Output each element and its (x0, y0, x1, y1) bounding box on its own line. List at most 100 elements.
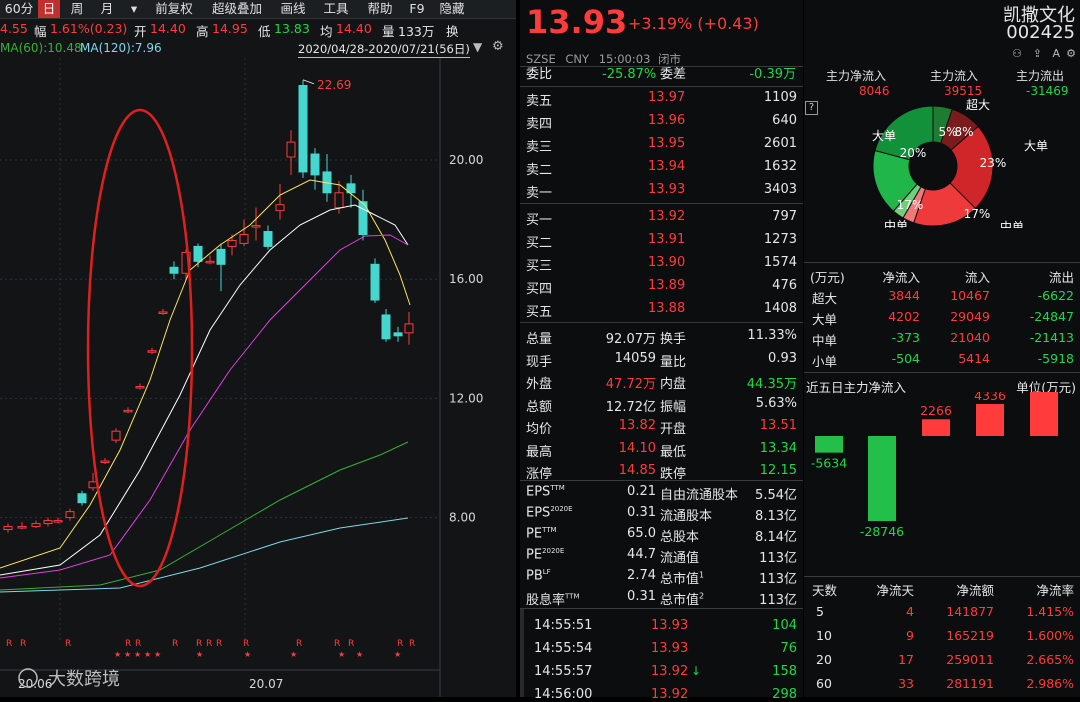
fund-label-text: 总股本 (660, 530, 700, 545)
fund-value: 44.7 (627, 547, 656, 562)
toolbar-item[interactable]: ▾ (130, 1, 138, 16)
share-icon[interactable]: ⇪ (1032, 47, 1042, 60)
candle-body (263, 231, 273, 247)
fund-label-text: PE (526, 526, 543, 542)
toolbar-item[interactable]: F9 (409, 1, 425, 16)
period-amount: 281191 (946, 676, 994, 691)
tick-scrollbar[interactable] (520, 609, 524, 697)
low-value: 13.83 (274, 21, 310, 36)
book-price: 13.97 (648, 90, 686, 105)
ma10-line (0, 179, 411, 569)
fund-label: 自由流通股本 (660, 484, 738, 503)
toolbar-item[interactable]: 隐藏 (439, 1, 465, 16)
tick-volume: 298 (772, 687, 797, 702)
period-table-header: 天数 (812, 583, 838, 598)
toolbar-item[interactable]: 帮助 (367, 1, 393, 16)
period-amount: 141877 (946, 604, 994, 619)
book-label: 卖三 (526, 140, 553, 155)
date-range[interactable]: 2020/04/28-2020/07/21(56日) (298, 42, 470, 58)
book-label: 买三 (526, 259, 553, 274)
toolbar-item[interactable]: 月 (100, 1, 114, 16)
book-label: 卖二 (526, 163, 553, 178)
gear-icon[interactable]: ⚙ (1066, 47, 1076, 60)
candle-body (65, 511, 75, 519)
toolbar-item[interactable]: 超级叠加 (211, 1, 262, 16)
r-marker: R (6, 639, 12, 649)
open-label: 开 (134, 24, 147, 39)
fund-label: 流通值 (660, 547, 699, 566)
text-icon[interactable]: A (1052, 47, 1060, 60)
book-label: 卖五 (526, 94, 553, 109)
fund-label-text: 股息率 (526, 593, 566, 608)
flow-row-net: 4202 (888, 309, 920, 324)
down-arrow-icon: ↓ (691, 664, 702, 678)
period-rate: 1.600% (1026, 628, 1074, 643)
help-icon[interactable]: ? (805, 101, 818, 115)
book-volume: 1273 (763, 232, 797, 247)
tick-volume: 76 (780, 641, 797, 656)
r-marker: R (409, 639, 415, 649)
fund-value: 5.54亿 (755, 488, 797, 503)
stat-label: 涨停 (526, 467, 553, 482)
candle-body (346, 183, 356, 194)
candle-body (275, 204, 285, 212)
candle-body (193, 245, 203, 262)
book-price: 13.88 (648, 301, 686, 316)
star-marker: ★ (394, 650, 401, 659)
book-label: 卖一 (526, 186, 553, 201)
candle-body (100, 460, 110, 463)
ma60-line (0, 441, 409, 591)
flow-row-in: 5414 (958, 351, 990, 366)
flow-row-name: 小单 (812, 354, 838, 369)
link-icon[interactable]: ⚇ (1012, 47, 1022, 60)
wei-ratio: -25.87% (602, 67, 657, 82)
star-marker: ★ (144, 650, 151, 659)
period-amount: 259011 (946, 652, 994, 667)
flow-row-net: 3844 (888, 288, 920, 303)
y-axis-label: 8.00 (449, 511, 476, 525)
candlesticks[interactable] (3, 79, 414, 533)
open-value: 14.40 (150, 21, 186, 36)
donut-category-label: 中单 (1000, 219, 1024, 228)
kline-panel[interactable]: 20.00 16.00 12.00 8.00 20.06 20.07 22.69 R R R R R R… (0, 0, 516, 697)
toolbar-item[interactable]: 画线 (280, 1, 306, 16)
flow-row-net: -373 (891, 330, 920, 345)
fund-label: 总市值1 (660, 568, 704, 587)
y-axis-label: 16.00 (449, 272, 483, 286)
fund-label: PBLF (526, 568, 551, 583)
toolbar-item[interactable]: 日 (38, 0, 60, 18)
candle-body (239, 234, 249, 244)
settings-icon[interactable]: ⚙ (492, 39, 504, 54)
book-label: 买二 (526, 236, 553, 251)
flow-row-name: 超大 (812, 291, 838, 306)
ma60-legend: MA(60):10.48 (0, 41, 82, 55)
r-marker: R (135, 639, 141, 649)
avg-value: 14.40 (336, 21, 372, 36)
r-marker: R (125, 639, 131, 649)
period-table-header: 净流率 (1036, 583, 1074, 598)
filter-icon[interactable]: ▼ (473, 40, 483, 54)
toolbar-item[interactable]: 工具 (323, 1, 349, 16)
ma-legend: MA(60):10.48 MA(120):7.96 2020/04/28-202… (0, 39, 516, 58)
flow-donut-chart: 5%8%23%17%17%20%超大超大大单大单中单中单小单 (872, 98, 1048, 228)
toolbar-item[interactable]: 前复权 (155, 1, 193, 16)
toolbar-item[interactable]: 60分 (4, 1, 34, 16)
candle-body (393, 332, 403, 337)
flow-row-in: 10467 (950, 288, 990, 303)
five-day-title: 近五日主力净流入 (806, 380, 907, 395)
fund-value: 113亿 (759, 572, 797, 587)
candle-body (17, 526, 27, 529)
tick-time: 14:55:57 (534, 664, 593, 679)
toolbar-item[interactable]: 周 (70, 1, 84, 16)
book-label: 买五 (526, 305, 553, 320)
tick-volume: 104 (772, 618, 797, 633)
r-marker: R (65, 639, 71, 649)
r-marker: R (216, 639, 222, 649)
stat-value: 14.85 (618, 463, 656, 478)
five-day-bar (922, 419, 950, 436)
main-net-label: 主力净流入 (826, 69, 887, 83)
five-day-value-label: 2266 (920, 403, 952, 418)
candle-body (334, 192, 344, 209)
book-label: 卖四 (526, 117, 553, 132)
